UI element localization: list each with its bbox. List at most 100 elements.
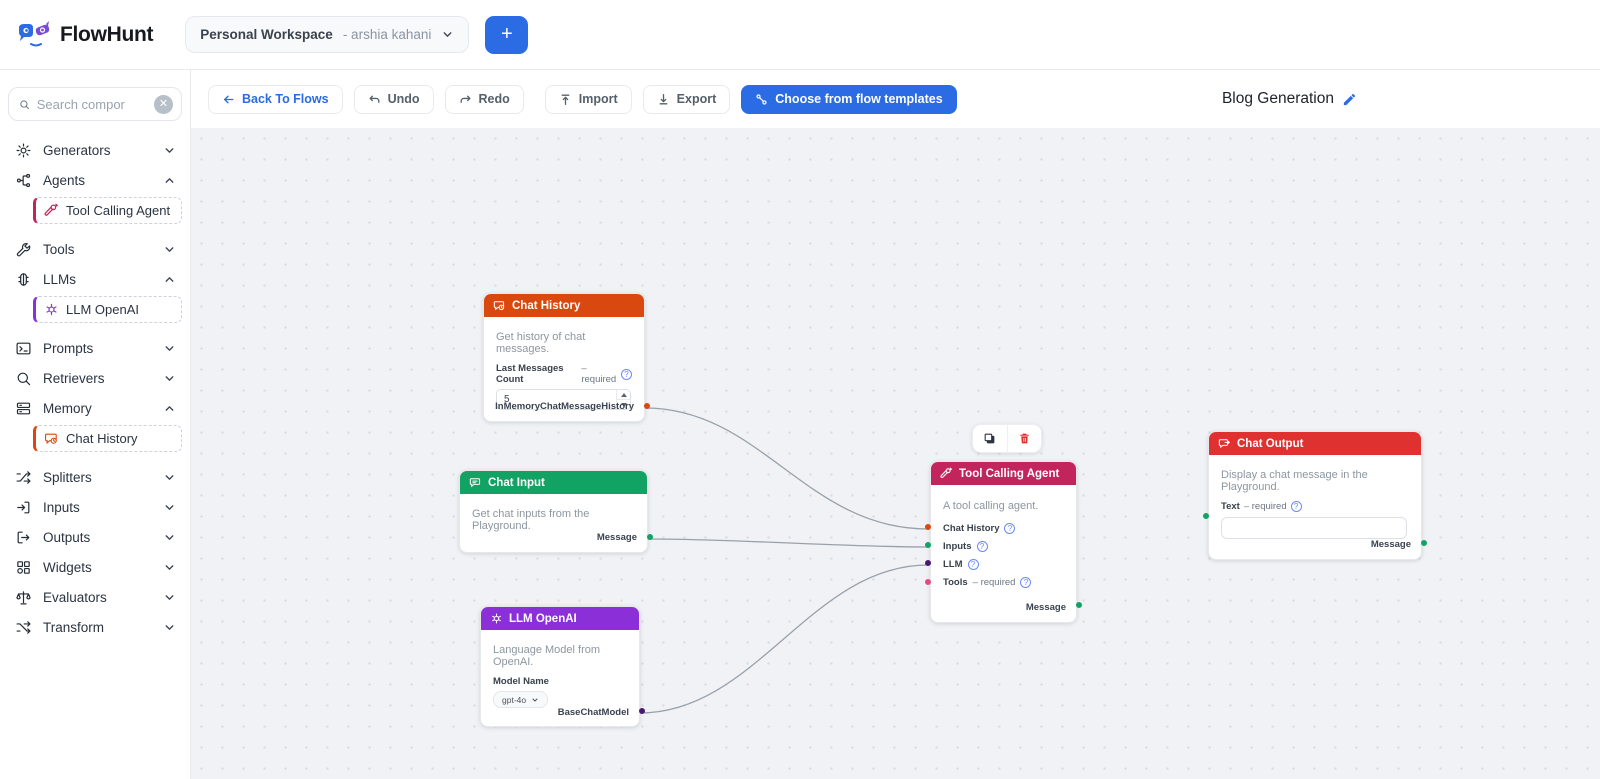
sidebar-item-tools[interactable]: Tools	[0, 234, 190, 264]
chevron-down-icon	[165, 375, 174, 381]
search-clear-icon[interactable]: ✕	[154, 94, 173, 114]
info-icon[interactable]	[976, 540, 988, 552]
node-chat-output-header[interactable]: Chat Output	[1209, 432, 1421, 455]
stepper-down-icon[interactable]	[617, 399, 630, 409]
chevron-down-icon	[443, 32, 452, 37]
flow-title-wrap: Blog Generation	[1222, 90, 1357, 108]
flow-toolbar: Back To Flows Undo Redo Import Export Ch…	[191, 70, 1600, 128]
output-handle[interactable]	[1421, 540, 1427, 546]
output-port-label: Message	[1025, 602, 1066, 613]
chevron-up-icon	[165, 177, 174, 183]
field-label-row: Model Name	[493, 676, 549, 687]
node-description: Language Model from OpenAI.	[493, 644, 601, 668]
search-input[interactable]	[36, 96, 147, 112]
export-button[interactable]: Export	[642, 84, 731, 114]
import-icon	[561, 94, 570, 105]
sidebar-item-retrievers[interactable]: Retrievers	[0, 363, 190, 393]
memory-icon	[16, 402, 31, 414]
input-handle-llm[interactable]	[925, 560, 931, 566]
sidebar-item-llms[interactable]: LLMs	[0, 264, 190, 294]
output-handle[interactable]	[639, 708, 645, 714]
delete-node-button[interactable]	[1006, 425, 1042, 452]
import-button[interactable]: Import	[544, 84, 632, 114]
outputs-icon	[17, 531, 30, 543]
info-icon[interactable]	[1290, 501, 1302, 512]
node-chat-input[interactable]: Chat Input Get chat inputs from the Play…	[459, 470, 653, 553]
copy-icon	[984, 433, 995, 444]
node-actions-toolbar	[972, 424, 1042, 453]
chat-output-icon	[1218, 439, 1230, 448]
output-handle[interactable]	[644, 403, 650, 409]
undo-button[interactable]: Undo	[353, 84, 434, 114]
sidebar-item-inputs[interactable]: Inputs	[0, 492, 190, 522]
node-description: A tool calling agent.	[943, 500, 1039, 512]
node-llm-openai-header[interactable]: LLM OpenAI	[481, 607, 639, 630]
node-description: Get history of chat messages.	[496, 331, 586, 355]
tool-calling-agent-icon	[44, 203, 59, 216]
info-icon[interactable]	[1004, 522, 1016, 534]
node-tool-calling-agent[interactable]: Tool Calling Agent A tool calling agent.…	[925, 461, 1082, 623]
info-icon[interactable]	[967, 558, 979, 570]
trash-icon	[1019, 433, 1029, 444]
back-to-flows-button[interactable]: Back To Flows	[208, 84, 343, 114]
node-chat-history-header[interactable]: Chat History	[484, 294, 644, 317]
node-chat-history[interactable]: Chat History Get history of chat message…	[483, 293, 650, 422]
info-icon[interactable]	[1020, 576, 1032, 588]
output-port-label: InMemoryChatMessageHistory	[495, 401, 634, 412]
workspace-select[interactable]: Personal Workspace - arshia kahani	[185, 16, 470, 53]
last-messages-count-input[interactable]	[496, 389, 631, 410]
chevron-down-icon	[165, 147, 174, 153]
text-input[interactable]	[1221, 517, 1407, 539]
sidebar-item-splitters[interactable]: Splitters	[0, 462, 190, 492]
node-llm-openai[interactable]: LLM OpenAI Language Model from OpenAI. M…	[480, 606, 645, 727]
flowhunt-logo[interactable]: FlowHunt	[16, 20, 154, 50]
chevron-down-icon	[165, 594, 174, 600]
output-handle[interactable]	[647, 534, 653, 540]
choose-templates-button[interactable]: Choose from flow templates	[741, 84, 957, 114]
sidebar-item-tool-calling-agent[interactable]: Tool Calling Agent	[33, 197, 182, 224]
sidebar-item-outputs[interactable]: Outputs	[0, 522, 190, 552]
prompts-icon	[16, 342, 31, 354]
node-chat-output[interactable]: Chat Output Display a chat message in th…	[1203, 431, 1427, 560]
number-stepper[interactable]	[616, 390, 630, 409]
redo-icon	[460, 95, 471, 103]
chevron-down-icon	[165, 534, 174, 540]
input-handle-text[interactable]	[1203, 513, 1209, 519]
output-port-label: BaseChatModel	[557, 707, 629, 718]
evaluators-icon	[16, 590, 31, 604]
component-search[interactable]: ✕	[8, 87, 182, 121]
chevron-down-icon	[165, 504, 174, 510]
output-port-label: Message	[1370, 539, 1411, 550]
sidebar-item-llm-openai[interactable]: LLM OpenAI	[33, 296, 182, 323]
sidebar-item-transform[interactable]: Transform	[0, 612, 190, 642]
info-icon[interactable]	[621, 368, 632, 380]
chevron-down-icon	[165, 564, 174, 570]
components-sidebar: ✕ Generators Agents Tool Calling Agent T…	[0, 70, 191, 779]
redo-button[interactable]: Redo	[444, 84, 524, 114]
node-chat-input-header[interactable]: Chat Input	[460, 471, 647, 494]
sidebar-item-chat-history[interactable]: Chat History	[33, 425, 182, 452]
stepper-up-icon[interactable]	[617, 390, 630, 399]
sidebar-item-evaluators[interactable]: Evaluators	[0, 582, 190, 612]
duplicate-node-button[interactable]	[973, 425, 1007, 452]
input-handle-tools[interactable]	[925, 579, 931, 585]
tools-icon	[16, 242, 31, 256]
search-icon	[20, 99, 29, 109]
field-label-row: Last Messages Count – required	[484, 355, 644, 385]
top-header: FlowHunt Personal Workspace - arshia kah…	[0, 0, 1600, 70]
arrow-left-icon	[224, 95, 234, 103]
input-handle-chat-history[interactable]	[925, 524, 931, 530]
sidebar-item-widgets[interactable]: Widgets	[0, 552, 190, 582]
model-name-select[interactable]: gpt-4o	[493, 691, 549, 708]
llms-icon	[18, 272, 29, 286]
edit-title-icon[interactable]	[1342, 92, 1357, 107]
sidebar-item-prompts[interactable]: Prompts	[0, 333, 190, 363]
node-tool-calling-agent-header[interactable]: Tool Calling Agent	[931, 462, 1076, 485]
sidebar-item-agents[interactable]: Agents	[0, 165, 190, 195]
input-handle-inputs[interactable]	[925, 542, 931, 548]
add-flow-button[interactable]: +	[485, 15, 529, 54]
sidebar-item-memory[interactable]: Memory	[0, 393, 190, 423]
output-handle[interactable]	[1076, 602, 1082, 608]
flow-canvas[interactable]: Chat History Get history of chat message…	[191, 128, 1600, 779]
sidebar-item-generators[interactable]: Generators	[0, 135, 190, 165]
